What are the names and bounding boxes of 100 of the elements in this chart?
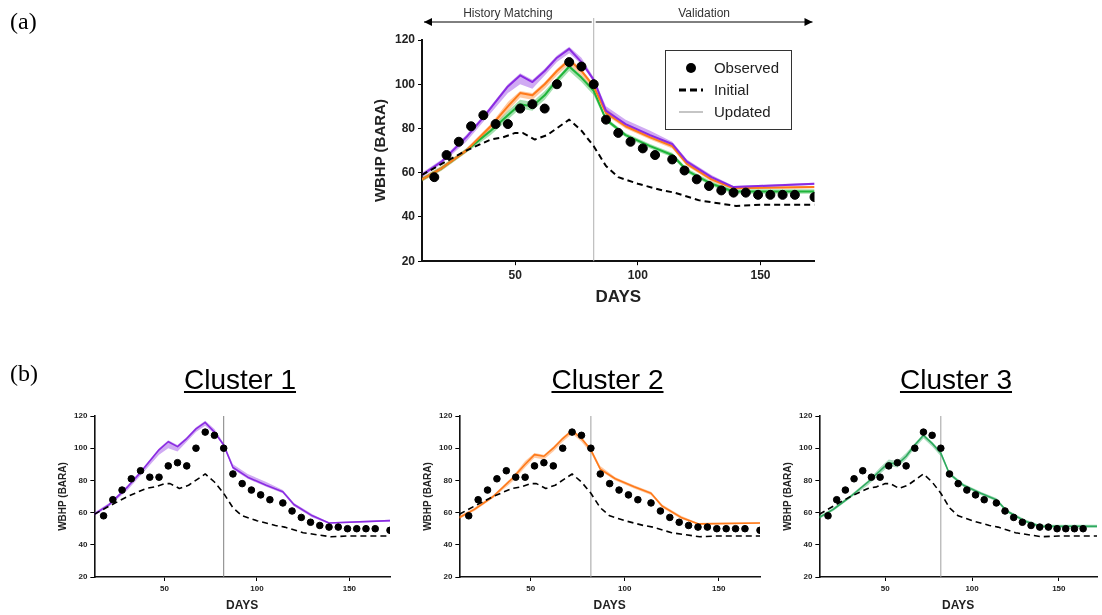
y-tick-label: 40 xyxy=(803,540,813,549)
point xyxy=(684,521,693,530)
point xyxy=(192,444,200,452)
x-axis-title: DAYS xyxy=(226,598,259,613)
point xyxy=(564,57,575,68)
point xyxy=(765,189,776,200)
x-tick-label: 100 xyxy=(250,584,265,593)
point xyxy=(753,189,764,200)
point xyxy=(902,462,910,470)
point xyxy=(478,110,489,121)
point xyxy=(858,466,867,475)
text: History Matching xyxy=(463,6,553,21)
y-axis-title: WBHP (BARA) xyxy=(371,99,389,203)
point xyxy=(596,470,605,478)
y-tick-label: 100 xyxy=(394,76,416,91)
point xyxy=(789,189,800,200)
point xyxy=(694,523,702,531)
y-tick-label: 120 xyxy=(73,411,88,421)
y-tick-label: 80 xyxy=(401,120,416,135)
point xyxy=(279,499,287,507)
point xyxy=(615,486,623,494)
point xyxy=(1061,524,1070,533)
point xyxy=(716,185,727,196)
point xyxy=(1027,521,1035,530)
point xyxy=(722,524,730,533)
legend-label: Initial xyxy=(713,80,749,100)
y-tick-label: 60 xyxy=(803,507,813,517)
point xyxy=(210,431,219,440)
point xyxy=(666,513,674,522)
point xyxy=(315,521,324,530)
y-tick-label: 120 xyxy=(798,411,813,421)
point xyxy=(334,523,343,531)
point xyxy=(371,524,380,533)
y-tick-label: 100 xyxy=(73,443,88,453)
point xyxy=(464,512,473,520)
y-tick-label: 20 xyxy=(803,572,813,582)
point xyxy=(577,431,586,440)
point xyxy=(109,495,117,504)
y-axis-title: WBHP (BARA) xyxy=(421,462,433,531)
point xyxy=(928,431,936,440)
x-axis-title: DAYS xyxy=(593,598,626,613)
point xyxy=(136,466,145,475)
y-tick-label: 80 xyxy=(78,475,88,485)
point xyxy=(963,486,971,494)
x-tick-label: 150 xyxy=(1052,584,1067,593)
point xyxy=(483,486,492,494)
point xyxy=(288,507,296,515)
point xyxy=(527,99,538,110)
point xyxy=(352,524,361,533)
point xyxy=(1053,524,1061,533)
x-tick-label: 100 xyxy=(965,584,980,593)
point xyxy=(850,474,858,483)
point xyxy=(515,103,526,114)
point xyxy=(605,479,614,488)
point xyxy=(893,458,902,467)
point xyxy=(704,180,715,191)
point xyxy=(634,495,642,504)
point xyxy=(306,518,315,527)
point xyxy=(884,462,893,470)
text: (a) xyxy=(10,8,37,35)
y-axis-title: WBHP (BARA) xyxy=(56,462,68,531)
point xyxy=(741,524,749,533)
point xyxy=(568,428,576,436)
y-tick-label: 40 xyxy=(443,540,453,549)
x-tick-label: 150 xyxy=(342,584,357,593)
point xyxy=(637,143,648,154)
point xyxy=(511,473,520,481)
point xyxy=(1079,524,1087,533)
legend-label: Observed xyxy=(713,58,779,78)
point xyxy=(490,119,501,130)
point xyxy=(99,512,108,520)
point xyxy=(691,174,702,185)
y-tick-label: 20 xyxy=(443,572,453,582)
y-tick-label: 80 xyxy=(803,475,813,485)
x-tick-label: 50 xyxy=(508,267,523,282)
point xyxy=(219,444,228,452)
x-tick-label: 100 xyxy=(618,584,632,593)
point xyxy=(539,103,550,114)
y-tick-label: 40 xyxy=(401,209,416,224)
point xyxy=(474,495,482,504)
point xyxy=(740,187,751,198)
point xyxy=(201,428,210,436)
x-tick-label: 50 xyxy=(526,584,536,593)
point xyxy=(343,524,352,533)
x-axis-title: DAYS xyxy=(595,287,642,307)
y-axis-title: WBHP (BARA) xyxy=(781,462,793,531)
point xyxy=(362,524,370,533)
point xyxy=(325,523,333,531)
x-axis-title: DAYS xyxy=(942,598,975,613)
point xyxy=(247,486,256,494)
point xyxy=(667,154,678,165)
text: Validation xyxy=(678,6,731,21)
point xyxy=(731,524,740,533)
point xyxy=(118,486,126,494)
legend-label: Updated xyxy=(713,102,771,122)
point xyxy=(588,79,599,90)
point xyxy=(453,136,464,147)
point xyxy=(164,462,173,470)
point xyxy=(647,499,655,507)
y-tick-label: 60 xyxy=(443,507,453,517)
